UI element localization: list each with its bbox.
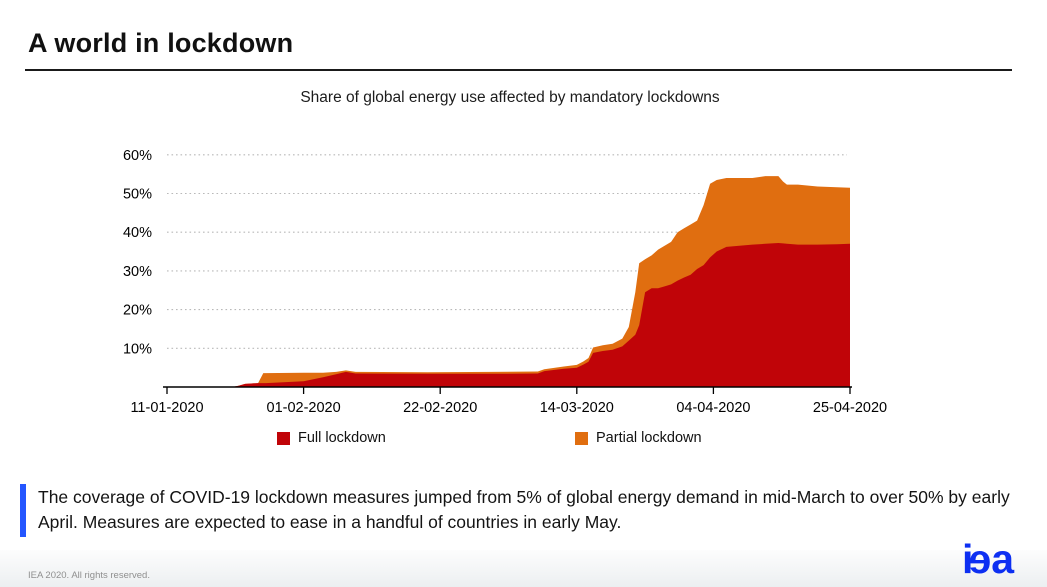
full-lockdown-swatch-icon xyxy=(277,431,290,445)
svg-text:20%: 20% xyxy=(123,303,152,319)
chart-title: Share of global energy use affected by m… xyxy=(300,89,720,106)
svg-text:40%: 40% xyxy=(123,225,152,241)
key-message-caption: The coverage of COVID-19 lockdown measur… xyxy=(20,484,1010,537)
svg-text:01-02-2020: 01-02-2020 xyxy=(267,400,341,416)
legend-label: Full lockdown xyxy=(298,430,386,446)
svg-text:30%: 30% xyxy=(123,264,152,280)
footer-band xyxy=(0,550,1047,587)
svg-text:50%: 50% xyxy=(123,187,152,203)
x-axis xyxy=(163,386,852,394)
svg-text:11-01-2020: 11-01-2020 xyxy=(130,400,203,416)
x-axis-labels: 11-01-2020 01-02-2020 22-02-2020 14-03-2020… xyxy=(130,400,887,416)
legend-item-partial-lockdown: Partial lockdown xyxy=(575,430,702,446)
page-title: A world in lockdown xyxy=(28,28,294,58)
partial-lockdown-swatch-icon xyxy=(575,431,588,445)
full-lockdown-area xyxy=(167,243,850,387)
copyright-text: IEA 2020. All rights reserved. xyxy=(28,570,150,581)
chart-legend: Full lockdown Partial lockdown xyxy=(0,430,1047,450)
svg-text:14-03-2020: 14-03-2020 xyxy=(540,400,614,416)
title-underline xyxy=(25,69,1012,71)
lockdown-chart: 10% 20% 30% 40% 50% 60% 11-01-2020 01-02-2020 22… xyxy=(123,148,887,416)
svg-text:04-04-2020: 04-04-2020 xyxy=(676,400,750,416)
svg-text:25-04-2020: 25-04-2020 xyxy=(813,400,887,416)
iea-logo: iea xyxy=(962,536,1014,582)
y-axis-labels: 10% 20% 30% 40% 50% 60% xyxy=(123,148,152,357)
svg-text:10%: 10% xyxy=(123,341,152,357)
legend-item-full-lockdown: Full lockdown xyxy=(277,430,386,446)
legend-label: Partial lockdown xyxy=(596,430,702,446)
y-gridlines xyxy=(167,154,847,349)
svg-text:60%: 60% xyxy=(123,148,152,164)
svg-text:22-02-2020: 22-02-2020 xyxy=(403,400,477,416)
